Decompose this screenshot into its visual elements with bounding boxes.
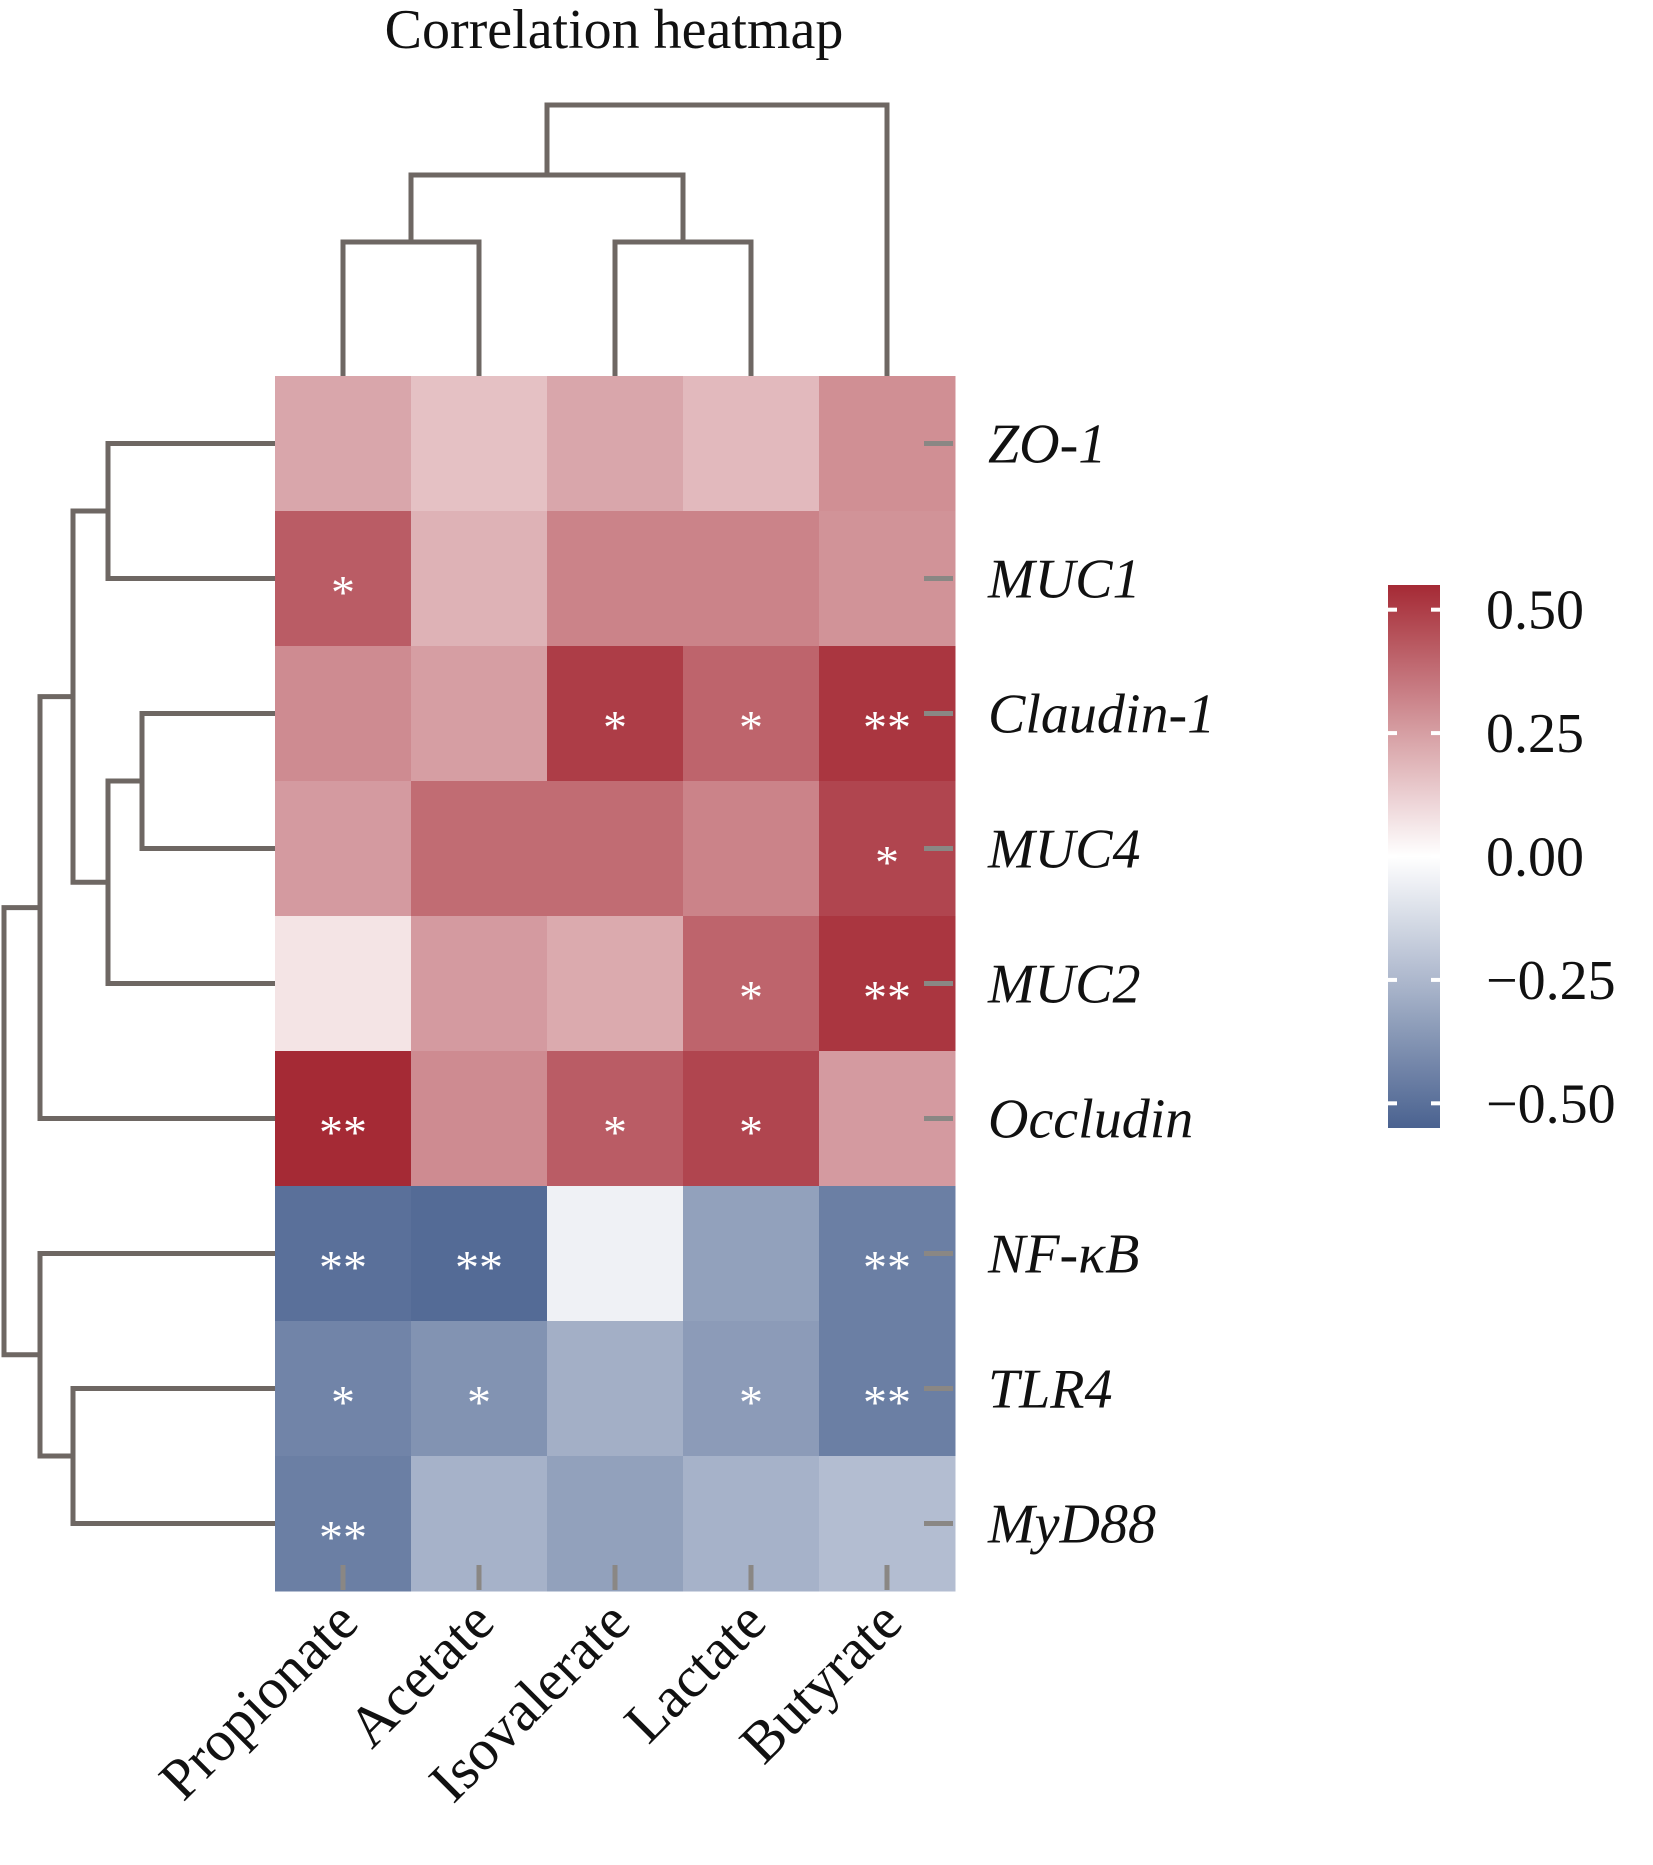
dendrogram-link [408, 172, 686, 242]
colorbar-tick-label: 0.25 [1486, 703, 1584, 765]
dendrogram-link [70, 1386, 275, 1526]
dendrogram-link [340, 239, 482, 376]
significance-marker: * [603, 1107, 627, 1160]
significance-marker: * [875, 837, 899, 890]
significance-marker: ** [863, 1242, 911, 1295]
significance-marker: ** [319, 1242, 367, 1295]
row-label: NF-κB [987, 1224, 1139, 1286]
row-label: TLR4 [988, 1359, 1113, 1421]
heatmap-cell [275, 1186, 412, 1322]
heatmap-cell [683, 916, 820, 1052]
heatmap-cell [411, 1051, 548, 1187]
row-dendrogram [1, 441, 275, 1526]
significance-marker: ** [319, 1512, 367, 1565]
heatmap-cell [275, 511, 412, 647]
significance-marker: * [739, 1377, 763, 1430]
column-labels: PropionateAcetateIsovalerateLactateButyr… [147, 1565, 914, 1814]
heatmap-cell [275, 781, 412, 917]
heatmap-cell [411, 1321, 548, 1457]
row-label: MUC2 [987, 954, 1140, 1016]
row-label: Claudin-1 [988, 684, 1215, 746]
heatmap-cell [275, 646, 412, 782]
heatmap-cell [683, 511, 820, 647]
colorbar-tick-label: −0.25 [1486, 950, 1616, 1012]
significance-marker: * [603, 702, 627, 755]
heatmap-cell [547, 916, 684, 1052]
colorbar: 0.50 0.25 0.00 −0.25 −0.50 [1388, 580, 1616, 1135]
significance-marker: ** [863, 702, 911, 755]
heatmap-cell [411, 916, 548, 1052]
significance-marker: ** [455, 1242, 503, 1295]
heatmap-cell [547, 1321, 684, 1457]
heatmap-cell [683, 1186, 820, 1322]
chart-title: Correlation heatmap [385, 0, 844, 61]
dendrogram-link [70, 508, 108, 885]
heatmap-cell [683, 1321, 820, 1457]
dendrogram-link [612, 239, 754, 376]
heatmap-cells [275, 376, 956, 1592]
significance-marker: * [739, 702, 763, 755]
heatmap-cell [411, 511, 548, 647]
dendrogram-link [544, 102, 890, 376]
row-label: MyD88 [987, 1494, 1156, 1556]
significance-marker: * [739, 1107, 763, 1160]
row-label: MUC1 [987, 549, 1140, 611]
heatmap-cell [547, 376, 684, 512]
heatmap-cell [411, 376, 548, 512]
heatmap-cell [683, 646, 820, 782]
colorbar-tick-label: 0.00 [1486, 827, 1584, 889]
heatmap-cell [547, 511, 684, 647]
heatmap-cell [411, 646, 548, 782]
colorbar-tick-label: 0.50 [1486, 580, 1584, 642]
significance-markers: ** * **** **** * *** ** *** * * **** [319, 567, 911, 1565]
column-label: Propionate [147, 1588, 371, 1812]
significance-marker: ** [319, 1107, 367, 1160]
heatmap-cell [411, 781, 548, 917]
dendrogram-link [105, 441, 275, 581]
heatmap-cell [547, 1051, 684, 1187]
significance-marker: * [331, 567, 355, 620]
significance-marker: ** [863, 972, 911, 1025]
heatmap-cell [547, 646, 684, 782]
heatmap-cell [683, 781, 820, 917]
significance-marker: * [739, 972, 763, 1025]
heatmap-cell [683, 1051, 820, 1187]
significance-marker: ** [863, 1377, 911, 1430]
significance-marker: * [467, 1377, 491, 1430]
heatmap-cell [547, 781, 684, 917]
row-label: ZO-1 [988, 414, 1106, 476]
significance-marker: * [331, 1377, 355, 1430]
colorbar-tick-label: −0.50 [1486, 1073, 1616, 1135]
dendrogram-link [139, 711, 275, 851]
heatmap-cell [547, 1186, 684, 1322]
heatmap-cell [275, 916, 412, 1052]
row-labels: ZO-1 MUC1 Claudin-1 MUC4 MUC2 Occludin NF-κB TL… [924, 414, 1215, 1556]
dendrogram-link [105, 778, 275, 986]
heatmap-cell [275, 376, 412, 512]
row-label: MUC4 [987, 819, 1140, 881]
row-label: Occludin [988, 1089, 1193, 1151]
heatmap-cell [411, 1186, 548, 1322]
column-dendrogram [340, 102, 890, 376]
heatmap-cell [683, 376, 820, 512]
heatmap-cell [275, 1051, 412, 1187]
dendrogram-link [1, 905, 40, 1358]
heatmap-cell [275, 1321, 412, 1457]
